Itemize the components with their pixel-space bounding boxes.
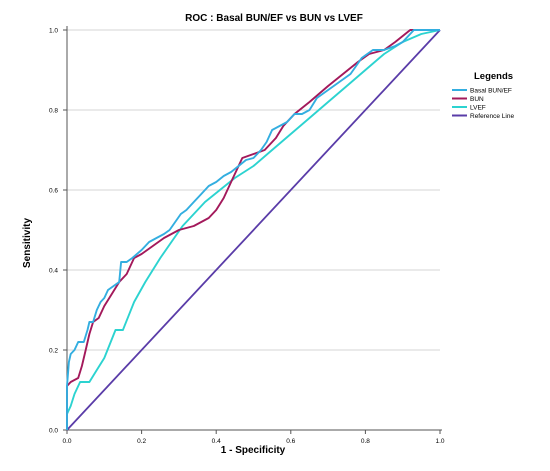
x-tick-label: 0.8 <box>361 438 370 445</box>
y-tick-label: 0.6 <box>49 188 58 195</box>
x-tick-label: 0.0 <box>62 438 71 445</box>
x-tick-label: 0.6 <box>286 438 295 445</box>
chart-title: ROC : Basal BUN/EF vs BUN vs LVEF <box>185 13 363 24</box>
series-layer <box>66 29 441 431</box>
legend-label-reference-line: Reference Line <box>470 113 514 120</box>
x-tick-label: 0.2 <box>137 438 146 445</box>
series-line-reference-line <box>66 29 441 431</box>
x-tick-label: 0.4 <box>212 438 221 445</box>
y-tick-label: 0.2 <box>49 348 58 355</box>
series-line-bun <box>66 29 440 430</box>
legend-title: Legends <box>474 71 513 82</box>
legend-label-basal-bun-ef: Basal BUN/EF <box>470 87 512 94</box>
y-tick-label: 0.8 <box>49 108 58 115</box>
series-line-basal-bun-ef <box>66 29 440 430</box>
y-tick-label: 0.0 <box>49 428 58 435</box>
y-tick-label: 1.0 <box>49 28 58 35</box>
x-tick-label: 1.0 <box>435 438 444 445</box>
grid-layer <box>67 29 440 351</box>
x-axis-label: 1 - Specificity <box>221 445 286 456</box>
y-axis-label: Sensitivity <box>22 218 33 268</box>
legend-label-lvef: LVEF <box>470 104 486 111</box>
y-tick-label: 0.4 <box>49 268 58 275</box>
axes-layer: 0.0 0.2 0.4 0.6 0.8 1.0 0.0 0.2 0.4 0.6 0.8 1.0 <box>49 26 445 445</box>
series-line-lvef <box>66 29 441 430</box>
legend-label-bun: BUN <box>470 96 484 103</box>
